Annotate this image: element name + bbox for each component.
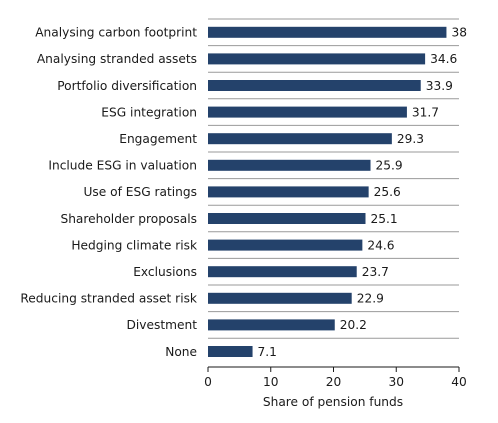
category-label: Use of ESG ratings (84, 185, 197, 199)
category-label: Reducing stranded asset risk (20, 292, 198, 306)
bar (208, 159, 371, 171)
bar (208, 213, 366, 224)
value-label: 31.7 (412, 105, 439, 119)
category-label: Include ESG in valuation (48, 159, 197, 173)
value-label: 25.1 (371, 212, 398, 226)
value-label: 29.3 (397, 132, 424, 146)
value-label: 25.9 (376, 159, 403, 173)
bar (208, 319, 335, 331)
x-axis-title: Share of pension funds (263, 395, 403, 409)
category-label: Engagement (119, 132, 197, 146)
category-label: Divestment (127, 318, 198, 332)
category-label: Analysing carbon footprint (35, 26, 197, 40)
bar (208, 80, 421, 91)
value-label: 22.9 (357, 292, 384, 306)
value-label: 34.6 (430, 52, 457, 66)
bar (208, 133, 392, 145)
bar (208, 186, 369, 198)
gridlines (208, 18, 459, 339)
value-label: 24.6 (367, 238, 394, 252)
x-tick-label: 40 (451, 375, 467, 389)
bar (208, 53, 426, 65)
value-label: 20.2 (340, 318, 367, 332)
bar (208, 292, 352, 304)
x-tick-label: 10 (263, 375, 279, 389)
bar (208, 266, 357, 278)
x-axis: 0 10 20 30 40 (204, 366, 467, 389)
value-label: 33.9 (426, 79, 453, 93)
x-tick-label: 30 (388, 375, 404, 389)
bar (208, 239, 363, 251)
category-label: Analysing stranded assets (37, 52, 197, 66)
bar (208, 26, 447, 38)
x-tick-label: 0 (204, 375, 212, 389)
value-label: 38 (451, 26, 467, 40)
bars (208, 26, 447, 357)
value-labels: 38 34.6 33.9 31.7 29.3 25.9 25.6 25.1 24.6 23.7 22… (258, 26, 467, 359)
category-label: Shareholder proposals (60, 212, 197, 226)
bar (208, 106, 407, 118)
value-label: 7.1 (258, 345, 277, 359)
x-tick-label: 20 (326, 375, 342, 389)
value-label: 23.7 (362, 265, 389, 279)
category-label: Hedging climate risk (71, 238, 198, 252)
value-label: 25.6 (374, 185, 401, 199)
category-label: Portfolio diversification (57, 79, 197, 93)
category-label: ESG integration (101, 105, 197, 119)
category-labels: Analysing carbon footprint Analysing stra… (20, 26, 198, 359)
category-label: Exclusions (133, 265, 197, 279)
bar (208, 346, 253, 357)
category-label: None (165, 345, 197, 359)
